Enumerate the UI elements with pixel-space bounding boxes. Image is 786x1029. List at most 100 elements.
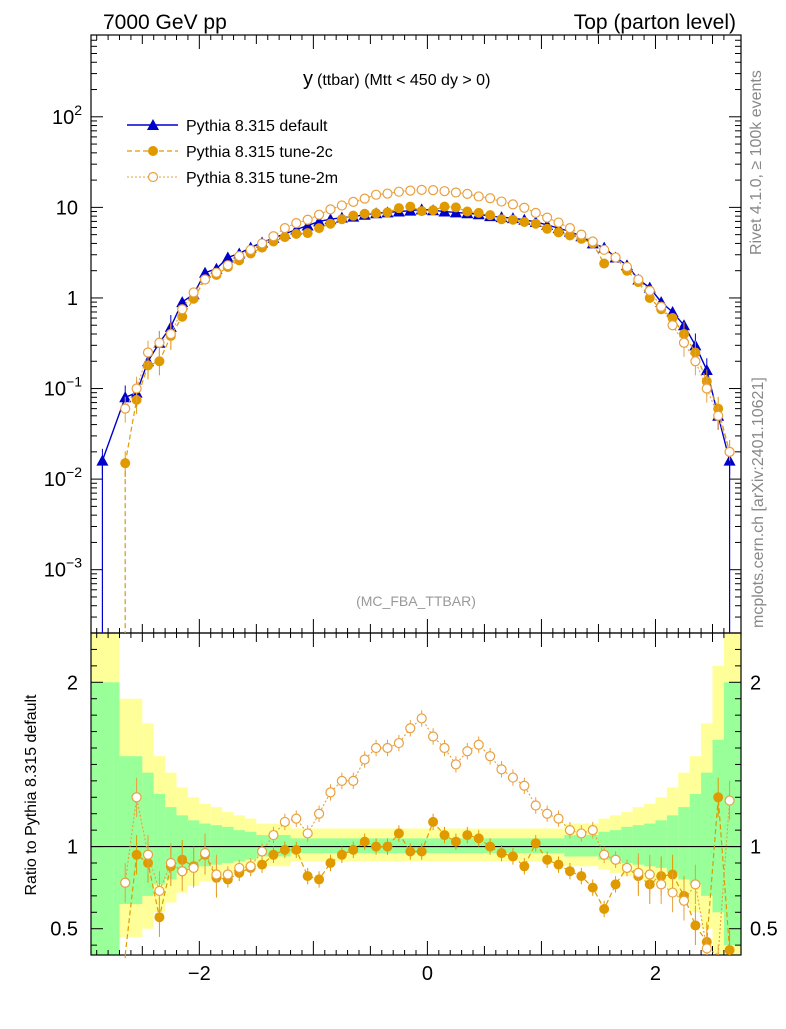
ratio-point: [120, 877, 131, 888]
data-point: [313, 215, 326, 227]
data-point: [530, 218, 541, 229]
y-tick-label: 102: [52, 102, 82, 129]
header-right: Top (parton level): [574, 11, 736, 34]
band-inner-bin: [91, 682, 114, 955]
data-point: [473, 191, 484, 202]
data-point: [165, 328, 176, 340]
ratio-point: [257, 859, 268, 870]
ratio-point: [359, 836, 370, 847]
ratio-point: [222, 869, 233, 880]
series-line: [124, 189, 731, 453]
data-point: [644, 292, 655, 303]
data-point: [633, 274, 644, 285]
data-point: [485, 193, 496, 204]
data-point: [416, 184, 427, 195]
band-inner-bin: [655, 820, 667, 868]
data-point: [690, 356, 701, 367]
ratio-point: [428, 731, 439, 742]
band-inner-bin: [210, 825, 223, 865]
ratio-point: [553, 813, 564, 824]
ratio-point: [496, 848, 507, 859]
main-series-2: [120, 184, 735, 466]
ratio-point: [724, 945, 735, 956]
data-point: [678, 337, 690, 348]
data-point: [359, 208, 370, 219]
series-line: [124, 205, 731, 464]
data-point: [96, 454, 109, 466]
data-point: [325, 204, 336, 215]
ratio-y-label: Ratio to Pythia 8.315 default: [23, 694, 40, 896]
band-inner-bin: [644, 823, 656, 867]
ratio-point: [279, 844, 290, 855]
ratio-point: [599, 904, 610, 914]
ratio-point: [313, 808, 325, 819]
ratio-point: [245, 861, 256, 872]
y-tick-label: 10−1: [44, 374, 82, 401]
ratio-point: [336, 775, 347, 786]
data-point: [462, 206, 473, 217]
data-point: [485, 210, 496, 221]
band-inner-bin: [712, 739, 724, 913]
ratio-point: [256, 846, 268, 857]
legend-label: Pythia 8.315 tune-2m: [186, 170, 338, 187]
ratio-point: [268, 829, 279, 841]
data-point: [530, 207, 541, 218]
ratio-point: [428, 816, 439, 827]
data-point: [610, 252, 621, 263]
band-inner-bin: [701, 772, 713, 896]
ratio-y-tick-label: 2: [67, 672, 78, 694]
data-point: [599, 258, 610, 269]
ratio-point: [405, 846, 416, 857]
ratio-point: [656, 879, 667, 890]
ratio-point: [177, 866, 188, 877]
data-point: [119, 391, 132, 403]
data-point: [348, 196, 359, 207]
data-point: [393, 186, 404, 197]
data-point: [314, 223, 325, 234]
ratio-point: [199, 848, 211, 859]
axes-layer: 10−3 10−2 10−1 1 10 102 −2 0 2 0.5 0.5 1 1 2 2: [44, 34, 778, 985]
data-point: [154, 337, 165, 348]
ratio-point: [325, 858, 336, 868]
ratio-point: [462, 830, 473, 841]
ratio-point: [314, 874, 325, 885]
ratio-point: [553, 859, 564, 870]
plot-title: y (ttbar) (Mtt < 450 dy > 0): [303, 68, 490, 90]
ratio-point: [507, 851, 518, 862]
data-point: [553, 217, 564, 228]
data-point: [428, 205, 439, 216]
data-point: [405, 185, 416, 196]
ratio-point: [530, 838, 541, 849]
ratio-point: [519, 861, 530, 872]
data-point: [199, 266, 212, 278]
data-point: [519, 202, 530, 213]
ratio-point: [496, 764, 507, 775]
ratio-point: [564, 825, 576, 836]
ratio-point: [348, 844, 359, 855]
plot-title-sub: (ttbar) (Mtt < 450 dy > 0): [317, 72, 490, 89]
ratio-point: [291, 844, 302, 855]
ratio-point: [599, 849, 610, 860]
ratio-point: [279, 816, 290, 828]
ratio-y-tick-label: 1: [67, 837, 78, 859]
ratio-point: [450, 759, 462, 770]
ratio-point: [439, 830, 450, 841]
mcplots-label: mcplots.cern.ch [arXiv:2401.10621]: [750, 377, 767, 628]
ratio-point: [713, 792, 724, 803]
band-inner-bin: [609, 830, 622, 862]
data-point: [177, 311, 188, 322]
data-point: [564, 230, 575, 241]
data-point: [621, 261, 633, 273]
y-tick-label: 1: [67, 288, 78, 310]
legend: Pythia 8.315 default Pythia 8.315 tune-2c…: [127, 118, 338, 187]
data-point: [302, 214, 313, 225]
band-inner-bin: [187, 820, 200, 868]
data-point: [700, 364, 713, 376]
ratio-point: [142, 849, 154, 860]
ratio-point: [370, 742, 382, 754]
ratio-series-1: [120, 710, 735, 956]
ratio-point: [154, 885, 165, 897]
ratio-point: [359, 754, 370, 765]
data-layer: [96, 184, 736, 959]
data-point: [576, 229, 587, 240]
